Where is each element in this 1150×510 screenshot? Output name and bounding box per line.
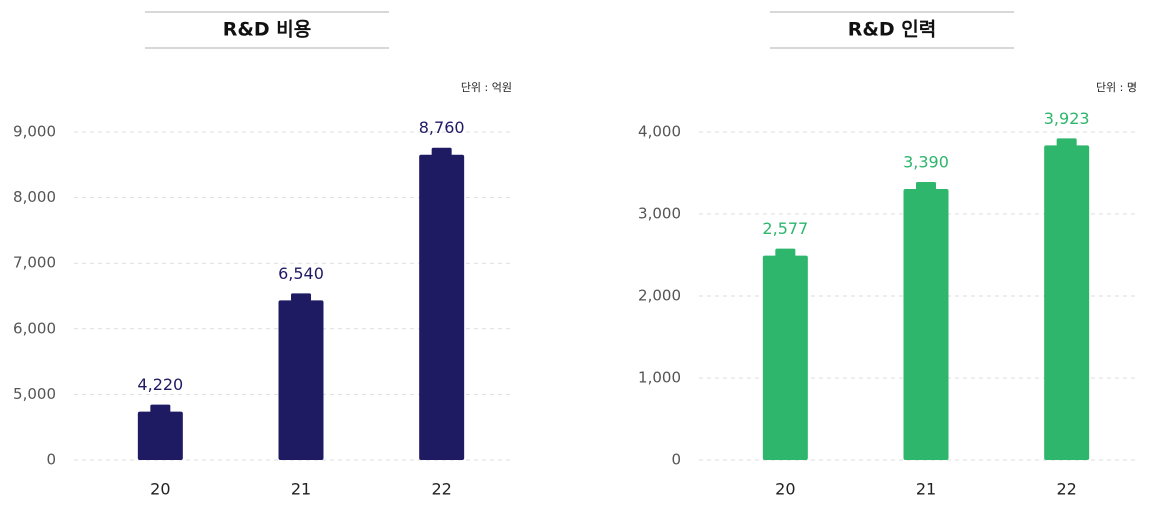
bar [419,154,465,460]
bar-cap [431,147,452,156]
x-tick-label: 21 [916,480,936,499]
x-tick-label: 21 [291,480,311,499]
y-tick-label: 2,000 [638,287,681,305]
bar-cap [150,404,171,413]
x-tick-label: 22 [1056,480,1076,499]
unit-label: 단위 : 억원 [461,81,512,94]
x-tick-label: 22 [431,480,451,499]
bar [903,189,949,460]
chart-title: R&D 비용 [223,19,312,41]
y-tick-label: 4,000 [638,123,681,141]
bar-cap [775,248,796,257]
y-tick-label: 5,000 [13,385,56,403]
y-tick-label: 8,000 [13,188,56,206]
bar [1044,145,1090,460]
value-label: 6,540 [278,264,324,283]
bar [762,255,808,460]
bar-cap [291,293,311,302]
unit-label: 단위 : 명 [1096,81,1137,94]
value-label: 3,390 [903,153,949,172]
value-label: 8,760 [419,118,465,137]
chart-title: R&D 인력 [848,19,937,41]
value-label: 3,923 [1044,109,1090,128]
value-label: 2,577 [762,219,808,238]
y-tick-label: 9,000 [13,123,56,141]
y-tick-label: 0 [671,451,681,469]
y-tick-label: 6,000 [13,319,56,337]
bar [137,411,183,460]
value-label: 4,220 [137,375,183,394]
x-tick-label: 20 [150,480,170,499]
y-tick-label: 1,000 [638,369,681,387]
bar-cap [1056,138,1077,147]
bar [278,300,324,460]
x-tick-label: 20 [775,480,795,499]
y-tick-label: 7,000 [13,254,56,272]
y-tick-label: 0 [46,451,56,469]
bar-cap [916,182,936,191]
y-tick-label: 3,000 [638,205,681,223]
